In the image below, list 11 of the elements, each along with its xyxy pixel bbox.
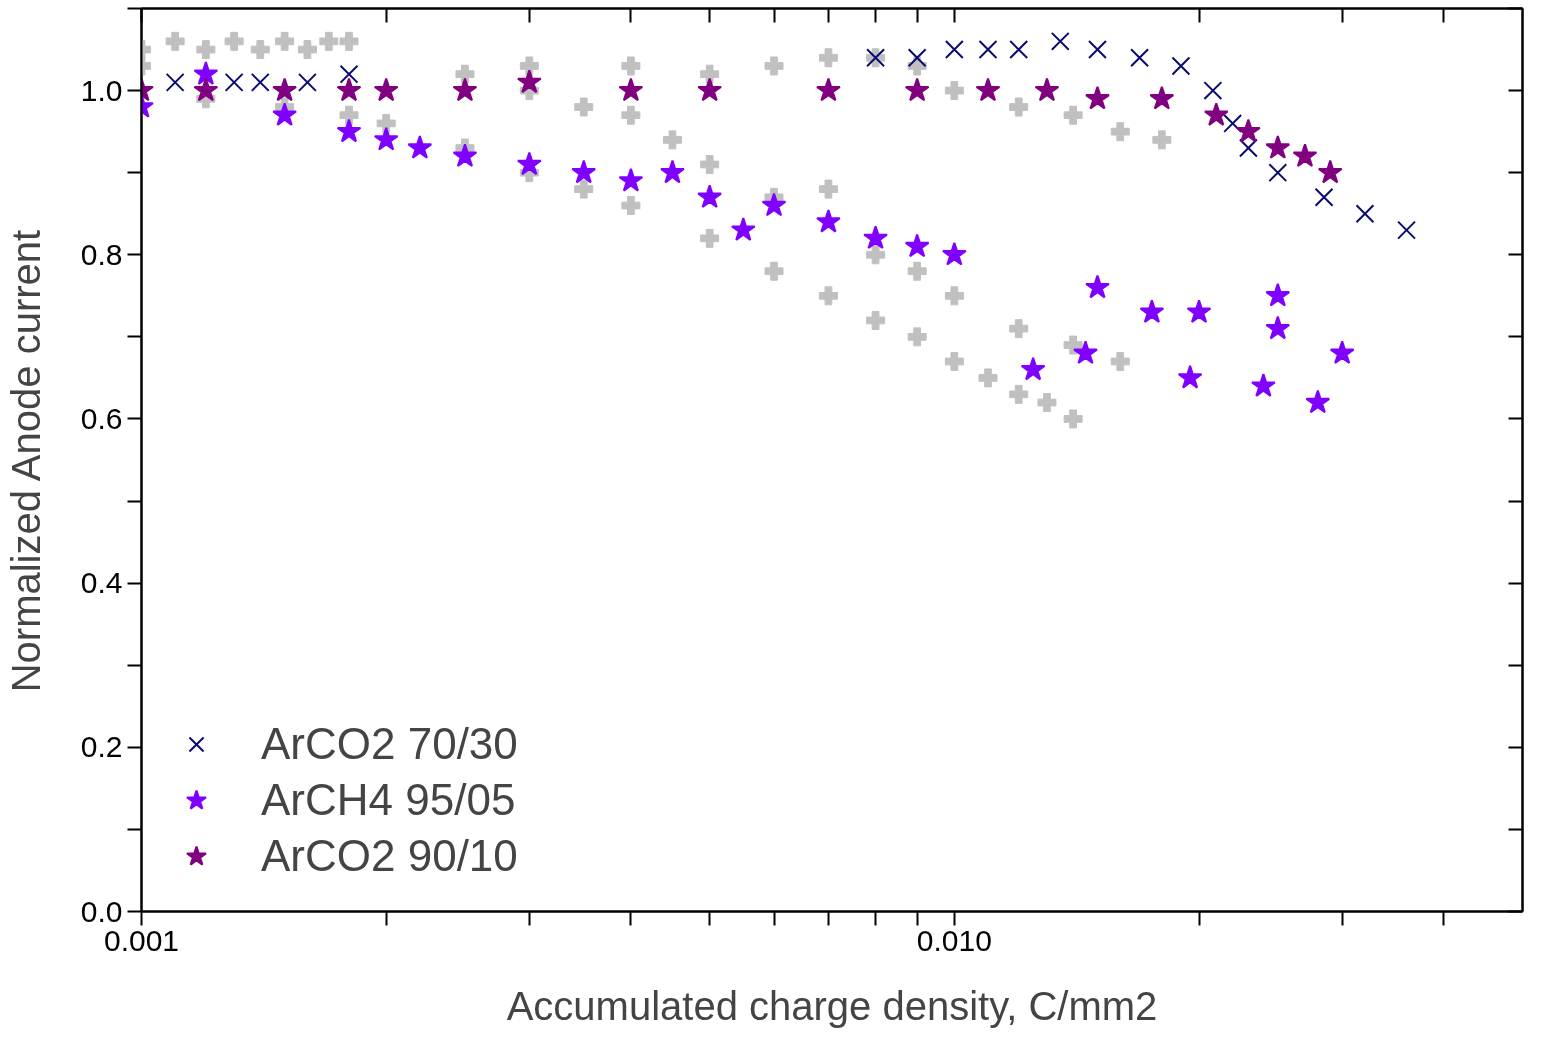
legend-label: ArCO2 90/10 — [261, 831, 518, 881]
y-tick-label: 0.8 — [80, 237, 123, 271]
y-tick-label: 0.6 — [80, 401, 123, 435]
x-axis-title: Accumulated charge density, C/mm2 — [506, 983, 1158, 1028]
y-tick-label: 0.4 — [80, 566, 123, 600]
legend-label: ArCH4 95/05 — [261, 775, 516, 825]
y-tick-label: 0.2 — [80, 730, 123, 764]
x-tick-label: 0.010 — [916, 923, 992, 957]
y-axis-title: Normalized Anode current — [3, 229, 48, 693]
y-tick-label: 1.0 — [80, 73, 123, 107]
legend-label: ArCO2 70/30 — [261, 719, 518, 769]
